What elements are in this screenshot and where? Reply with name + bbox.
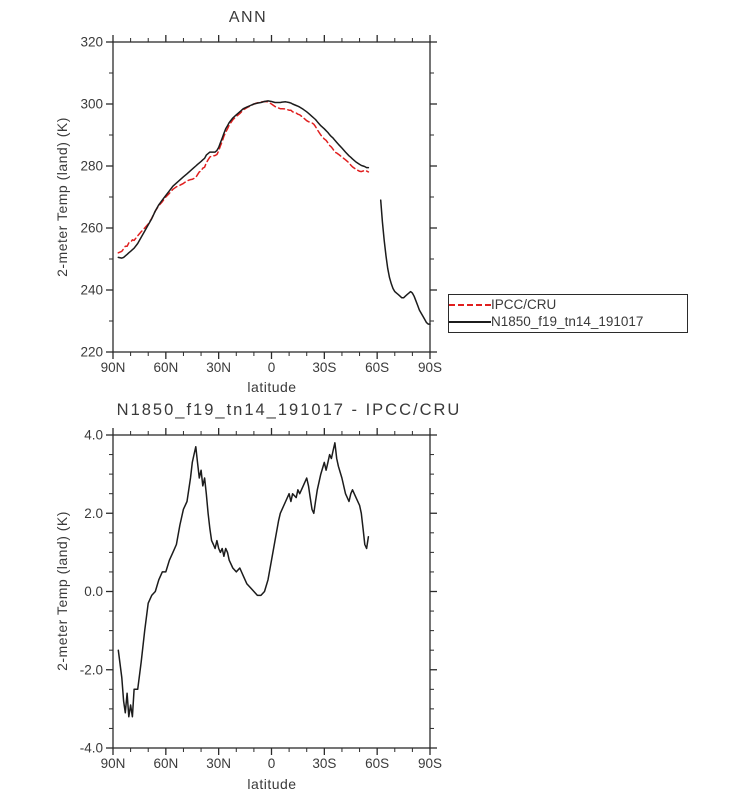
x-tick-label: 60S [365, 756, 389, 771]
legend-entry-ipcc-cru: IPCC/CRU [449, 296, 687, 313]
y-tick-label: -4.0 [80, 741, 103, 756]
plot-frame [112, 434, 431, 749]
legend-solid-black-line-sample [449, 320, 491, 323]
legend: IPCC/CRU N1850_f19_tn14_191017 [448, 294, 688, 333]
y-tick-label: 240 [80, 283, 103, 298]
x-tick-label: 0 [268, 756, 276, 771]
legend-entry-label: IPCC/CRU [491, 297, 557, 312]
top-chart-title: ANN [228, 9, 268, 26]
series-ipcc-cru [117, 100, 370, 254]
y-tick-label: 320 [80, 35, 103, 50]
y-tick-label: 2.0 [84, 506, 103, 521]
y-tick-label: 4.0 [84, 428, 103, 443]
x-tick-label: 60S [365, 360, 389, 375]
y-tick-label: 260 [80, 221, 103, 236]
x-tick-label: 30N [206, 360, 231, 375]
series-n1850-f19-tn14-191017 [117, 100, 370, 259]
bottom-y-axis-label: 2-meter Temp (land) (K) [54, 511, 70, 671]
bottom-chart-title: N1850_f19_tn14_191017 - IPCC/CRU [116, 401, 462, 419]
x-tick-label: 30S [312, 756, 336, 771]
y-tick-label: 0.0 [84, 584, 103, 599]
x-tick-label: 30S [312, 360, 336, 375]
x-tick-label: 60N [153, 360, 178, 375]
series-difference [117, 442, 370, 718]
x-tick-label: 60N [153, 756, 178, 771]
x-tick-label: 0 [268, 360, 276, 375]
plot-frame [112, 41, 431, 353]
top-y-axis-label: 2-meter Temp (land) (K) [54, 117, 70, 277]
y-tick-label: 300 [80, 97, 103, 112]
y-tick-label: 220 [80, 345, 103, 360]
bottom-x-axis-label: latitude [247, 776, 297, 792]
x-tick-label: 90N [101, 360, 126, 375]
legend-dashed-red-line-sample [449, 303, 491, 306]
y-tick-label: 280 [80, 159, 103, 174]
top-x-axis-label: latitude [247, 379, 297, 395]
legend-entry-model: N1850_f19_tn14_191017 [449, 313, 687, 330]
x-tick-label: 90N [101, 756, 126, 771]
x-tick-label: 30N [206, 756, 231, 771]
y-tick-label: -2.0 [80, 662, 103, 677]
x-tick-label: 90S [418, 360, 442, 375]
x-tick-label: 90S [418, 756, 442, 771]
series-n1850-f19-tn14-191017 [379, 199, 431, 325]
legend-entry-label: N1850_f19_tn14_191017 [491, 314, 644, 329]
